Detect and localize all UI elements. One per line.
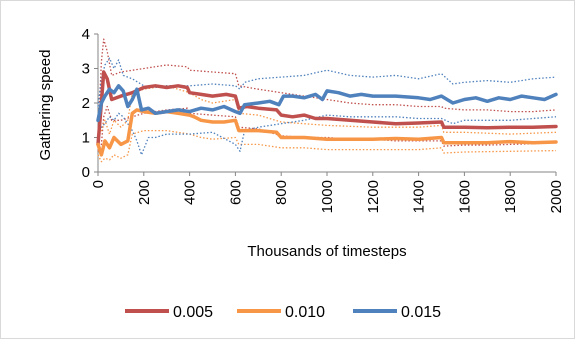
series-0-005-upper-band	[97, 38, 557, 138]
x-tick-label: 1000	[319, 180, 336, 213]
x-tick-label: 1400	[411, 180, 428, 213]
y-tick-label: 3	[82, 61, 90, 78]
series-0-015-lower-band	[97, 112, 557, 156]
x-tick-label: 200	[136, 180, 153, 205]
series-0-010-line	[96, 108, 558, 157]
x-tick-label: 0	[90, 180, 107, 188]
x-tick-label: 600	[227, 180, 244, 205]
y-tick-label: 2	[82, 95, 90, 112]
legend: 0.005 0.010 0.015	[125, 304, 441, 321]
series-0-015-line	[96, 84, 558, 123]
mean-lines	[96, 70, 558, 157]
x-tick-label: 1200	[365, 180, 382, 213]
y-tick-label: 4	[82, 26, 90, 43]
legend-label: 0.015	[401, 304, 441, 321]
legend-label: 0.005	[173, 304, 213, 321]
x-tick-label: 1800	[502, 180, 519, 213]
legend-label: 0.010	[285, 304, 325, 321]
series-0-010-lower-band	[97, 129, 557, 163]
series-0-005-line	[96, 70, 558, 147]
x-tick-label: 800	[273, 180, 290, 205]
y-tick-label: 0	[82, 164, 90, 181]
x-tick-label: 2000	[548, 180, 565, 213]
series-0-010-upper-band	[97, 85, 557, 138]
x-tick-label: 1600	[456, 180, 473, 213]
y-tick-label: 1	[82, 130, 90, 147]
y-axis-label: Gathering speed	[37, 50, 54, 161]
x-tick-label: 400	[182, 180, 199, 205]
x-axis-label: Thousands of timesteps	[247, 243, 406, 260]
series-0-015-upper-band	[97, 57, 557, 107]
